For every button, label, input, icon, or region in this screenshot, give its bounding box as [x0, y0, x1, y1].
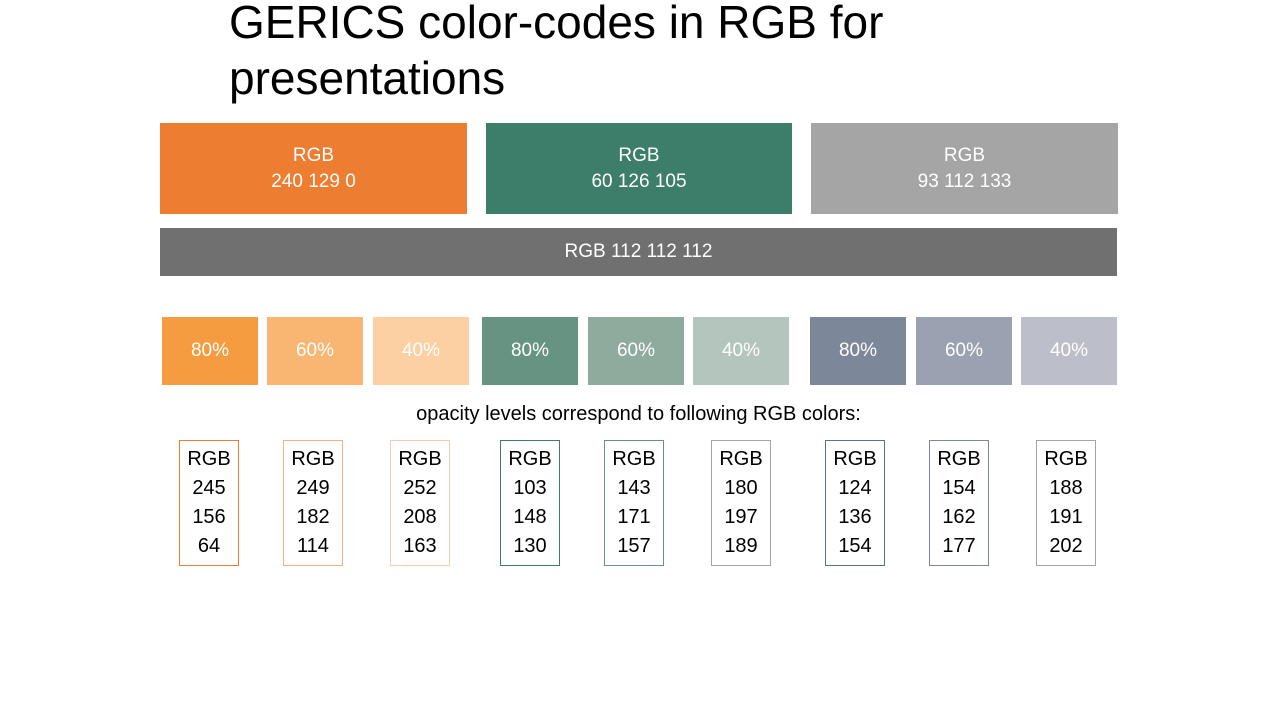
main-color-gray: RGB 93 112 133 — [811, 123, 1118, 214]
rgb-code-g: 156 — [192, 506, 226, 528]
rgb-code-label: RGB — [612, 448, 656, 470]
rgb-code-g: 197 — [724, 506, 758, 528]
slide-title: GERICS color-codes in RGB for presentati… — [229, 0, 884, 104]
rgb-code-box: RGB 180 197 189 — [711, 440, 771, 566]
rgb-code-b: 177 — [942, 535, 976, 557]
rgb-code-box: RGB 245 156 64 — [179, 440, 239, 566]
swatch-label: 80% — [510, 340, 550, 361]
rgb-code-b: 64 — [197, 535, 221, 557]
main-color-green: RGB 60 126 105 — [486, 123, 792, 214]
gray-color-bar: RGB 112 112 112 — [160, 228, 1117, 276]
opacity-swatch-green-40: 40% — [693, 317, 789, 385]
swatch-label: 60% — [944, 340, 984, 361]
rgb-code-b: 154 — [838, 535, 872, 557]
rgb-code-r: 143 — [617, 477, 651, 499]
opacity-swatch-gray-60: 60% — [916, 317, 1012, 385]
rgb-code-box: RGB 252 208 163 — [390, 440, 450, 566]
rgb-code-label: RGB — [833, 448, 877, 470]
opacity-caption: opacity levels correspond to following R… — [416, 403, 861, 425]
rgb-code-r: 154 — [942, 477, 976, 499]
rgb-code-r: 103 — [513, 477, 547, 499]
rgb-code-b: 130 — [513, 535, 547, 557]
main-color-orange: RGB 240 129 0 — [160, 123, 467, 214]
rgb-code-r: 188 — [1049, 477, 1083, 499]
rgb-code-label: RGB — [291, 448, 335, 470]
rgb-code-r: 180 — [724, 477, 758, 499]
main-color-label: RGB — [618, 144, 660, 166]
main-color-value: 60 126 105 — [591, 170, 687, 192]
rgb-code-r: 124 — [838, 477, 872, 499]
main-color-value: 93 112 133 — [917, 170, 1012, 192]
rgb-code-label: RGB — [508, 448, 552, 470]
rgb-code-g: 208 — [403, 506, 437, 528]
rgb-code-label: RGB — [398, 448, 442, 470]
rgb-code-r: 249 — [296, 477, 330, 499]
rgb-code-box: RGB 143 171 157 — [604, 440, 664, 566]
rgb-code-b: 114 — [297, 535, 329, 557]
rgb-code-g: 191 — [1049, 506, 1083, 528]
swatch-label: 40% — [1049, 340, 1089, 361]
opacity-swatch-green-60: 60% — [588, 317, 684, 385]
swatch-label: 80% — [838, 340, 878, 361]
opacity-swatch-gray-80: 80% — [810, 317, 906, 385]
main-color-label: RGB — [292, 144, 335, 166]
main-color-label: RGB — [943, 144, 986, 166]
opacity-swatch-green-80: 80% — [482, 317, 578, 385]
rgb-code-label: RGB — [187, 448, 231, 470]
rgb-code-b: 157 — [617, 535, 651, 557]
opacity-swatch-orange-80: 80% — [162, 317, 258, 385]
rgb-code-g: 162 — [942, 506, 976, 528]
rgb-code-b: 189 — [724, 535, 758, 557]
rgb-code-label: RGB — [719, 448, 763, 470]
rgb-code-box: RGB 124 136 154 — [825, 440, 885, 566]
rgb-code-r: 245 — [192, 477, 226, 499]
rgb-code-box: RGB 188 191 202 — [1036, 440, 1096, 566]
rgb-code-b: 163 — [403, 535, 437, 557]
rgb-code-r: 252 — [403, 477, 437, 499]
rgb-code-g: 148 — [513, 506, 547, 528]
rgb-code-b: 202 — [1049, 535, 1083, 557]
rgb-code-g: 136 — [838, 506, 872, 528]
rgb-code-g: 182 — [296, 506, 330, 528]
swatch-label: 80% — [190, 340, 230, 361]
rgb-code-g: 171 — [617, 506, 651, 528]
rgb-code-box: RGB 154 162 177 — [929, 440, 989, 566]
rgb-code-box: RGB 249 182 114 — [283, 440, 343, 566]
opacity-swatch-orange-40: 40% — [373, 317, 469, 385]
gray-color-label: RGB 112 112 112 — [564, 241, 713, 262]
swatch-label: 60% — [616, 340, 656, 361]
swatch-label: 40% — [401, 340, 441, 361]
rgb-code-label: RGB — [1044, 448, 1088, 470]
main-color-value: 240 129 0 — [271, 170, 356, 192]
rgb-code-box: RGB 103 148 130 — [500, 440, 560, 566]
opacity-swatch-gray-40: 40% — [1021, 317, 1117, 385]
swatch-label: 60% — [295, 340, 335, 361]
rgb-code-label: RGB — [937, 448, 981, 470]
opacity-swatch-orange-60: 60% — [267, 317, 363, 385]
swatch-label: 40% — [721, 340, 761, 361]
